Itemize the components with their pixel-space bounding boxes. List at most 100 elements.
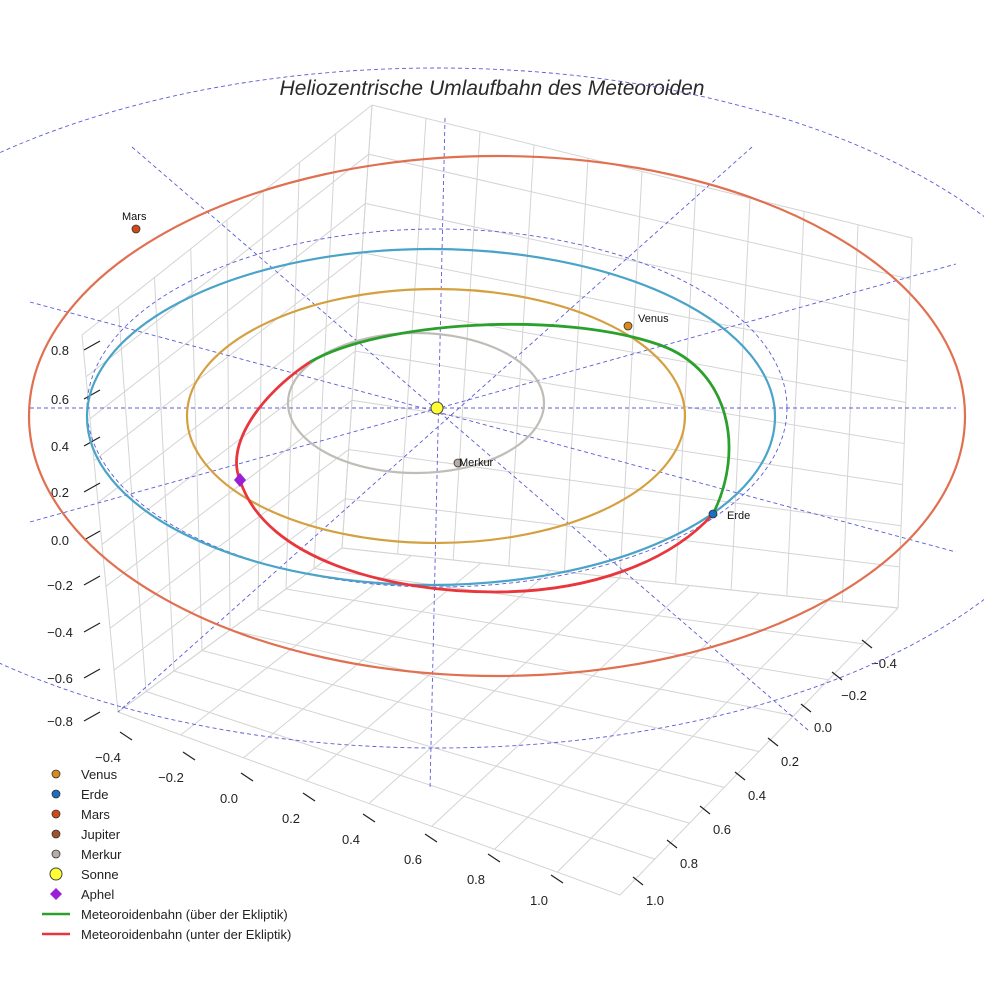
legend-label: Sonne (81, 867, 119, 882)
ecliptic-axis (131, 146, 809, 731)
grid-line (105, 399, 903, 587)
orbit-mars (27, 154, 967, 678)
legend-label: Erde (81, 787, 108, 802)
grid-line (494, 592, 760, 850)
legend-marker (50, 888, 62, 900)
grid-line (257, 609, 794, 717)
x-tick-label: 0.6 (404, 852, 422, 867)
erde-label: Erde (727, 510, 750, 522)
grid-line (841, 224, 859, 603)
z-tick-label: 0.0 (51, 533, 69, 548)
x-tick-label: 0.2 (282, 811, 300, 826)
axis-ticks: −0.8 −0.6 −0.4 −0.2 0.0 0.2 0.4 0.6 0.8 −0.4 −0.2 0… (47, 340, 897, 908)
legend-label: Merkur (81, 847, 122, 862)
merkur-label: Merkur (459, 457, 494, 469)
reference-lines (0, 67, 984, 791)
legend-marker (51, 809, 61, 819)
z-tick-mark (83, 575, 101, 586)
grid-line (675, 184, 697, 585)
grid-line (313, 133, 337, 569)
orbit-venus (185, 287, 687, 545)
x-tick-mark (550, 874, 564, 884)
y-tick-label: 0.8 (680, 856, 698, 871)
z-tick-label: −0.8 (47, 714, 73, 729)
grid-line (397, 118, 427, 555)
x-tick-mark (424, 833, 438, 843)
grid-line (285, 588, 829, 681)
aphel-marker (234, 473, 246, 487)
z-tick-mark (83, 340, 101, 351)
z-tick-label: 0.4 (51, 439, 69, 454)
grid-line (341, 547, 899, 609)
legend-label: Mars (81, 807, 110, 822)
z-tick-mark (83, 530, 101, 541)
mars-marker (131, 224, 141, 234)
grid-line (556, 600, 829, 873)
z-tick-mark (83, 482, 101, 493)
x-tick-mark (119, 731, 133, 741)
sun-marker (430, 401, 444, 415)
grid-line (508, 144, 535, 567)
grid-line (341, 104, 373, 549)
z-tick-mark (83, 711, 101, 722)
x-tick-label: 0.0 (220, 791, 238, 806)
meteoroid-orbit-below (235, 360, 715, 594)
grid-line (619, 171, 643, 579)
z-tick-mark (83, 668, 101, 679)
meteoroid-orbit-above (309, 322, 731, 515)
grid-line (452, 131, 481, 561)
y-tick-mark (861, 639, 873, 649)
x-tick-mark (362, 813, 376, 823)
legend-marker (51, 849, 61, 859)
y-tick-label: 0.4 (748, 788, 766, 803)
ecliptic-axis (117, 146, 753, 713)
orbit-erde (85, 247, 777, 587)
legend-label: Meteoroidenbahn (unter der Ekliptik) (81, 927, 291, 942)
orbits (27, 154, 967, 678)
venus-marker (623, 321, 633, 331)
ecliptic-axis (429, 117, 446, 791)
legend-label: Meteoroidenbahn (über der Ekliptik) (81, 907, 288, 922)
z-tick-mark (83, 622, 101, 633)
x-tick-label: −0.2 (158, 770, 184, 785)
ecliptic-ring-outer (0, 67, 984, 749)
legend-marker (51, 829, 61, 839)
mars-label: Mars (122, 211, 147, 223)
x-tick-label: 0.8 (467, 872, 485, 887)
y-tick-mark (734, 771, 746, 781)
grid-line (563, 158, 589, 573)
z-tick-label: 0.6 (51, 392, 69, 407)
x-tick-mark (302, 792, 316, 802)
x-tick-label: −0.4 (95, 750, 121, 765)
z-tick-mark (83, 436, 101, 447)
x-tick-mark (182, 751, 196, 761)
grid-line (226, 219, 231, 631)
y-tick-label: 0.2 (781, 754, 799, 769)
y-tick-label: 0.0 (814, 720, 832, 735)
y-tick-label: −0.2 (841, 688, 867, 703)
grid-line (313, 568, 864, 645)
grid-line (897, 237, 913, 609)
legend-label: Jupiter (81, 827, 121, 842)
z-tick-label: 0.2 (51, 485, 69, 500)
y-tick-mark (800, 703, 812, 713)
z-tick-mark (83, 389, 101, 400)
y-tick-label: 1.0 (646, 893, 664, 908)
orbit-merkur (286, 331, 546, 475)
grid-line (786, 211, 805, 597)
merkur-marker (453, 458, 463, 468)
z-tick-label: 0.8 (51, 343, 69, 358)
grid-line (257, 191, 264, 610)
legend-marker (51, 769, 61, 779)
grid-line (431, 585, 690, 827)
grid-line (109, 449, 902, 629)
y-tick-mark (699, 805, 711, 815)
legend: Venus Erde Mars Jupiter Merkur Sonne Aphel Mete… (42, 767, 291, 942)
y-tick-mark (666, 839, 678, 849)
grid-line (619, 607, 899, 896)
legend-label: Aphel (81, 887, 114, 902)
y-tick-mark (767, 737, 779, 747)
chart-title: Heliozentrische Umlaufbahn des Meteoroid… (280, 77, 705, 100)
ecliptic-axis (29, 263, 957, 523)
